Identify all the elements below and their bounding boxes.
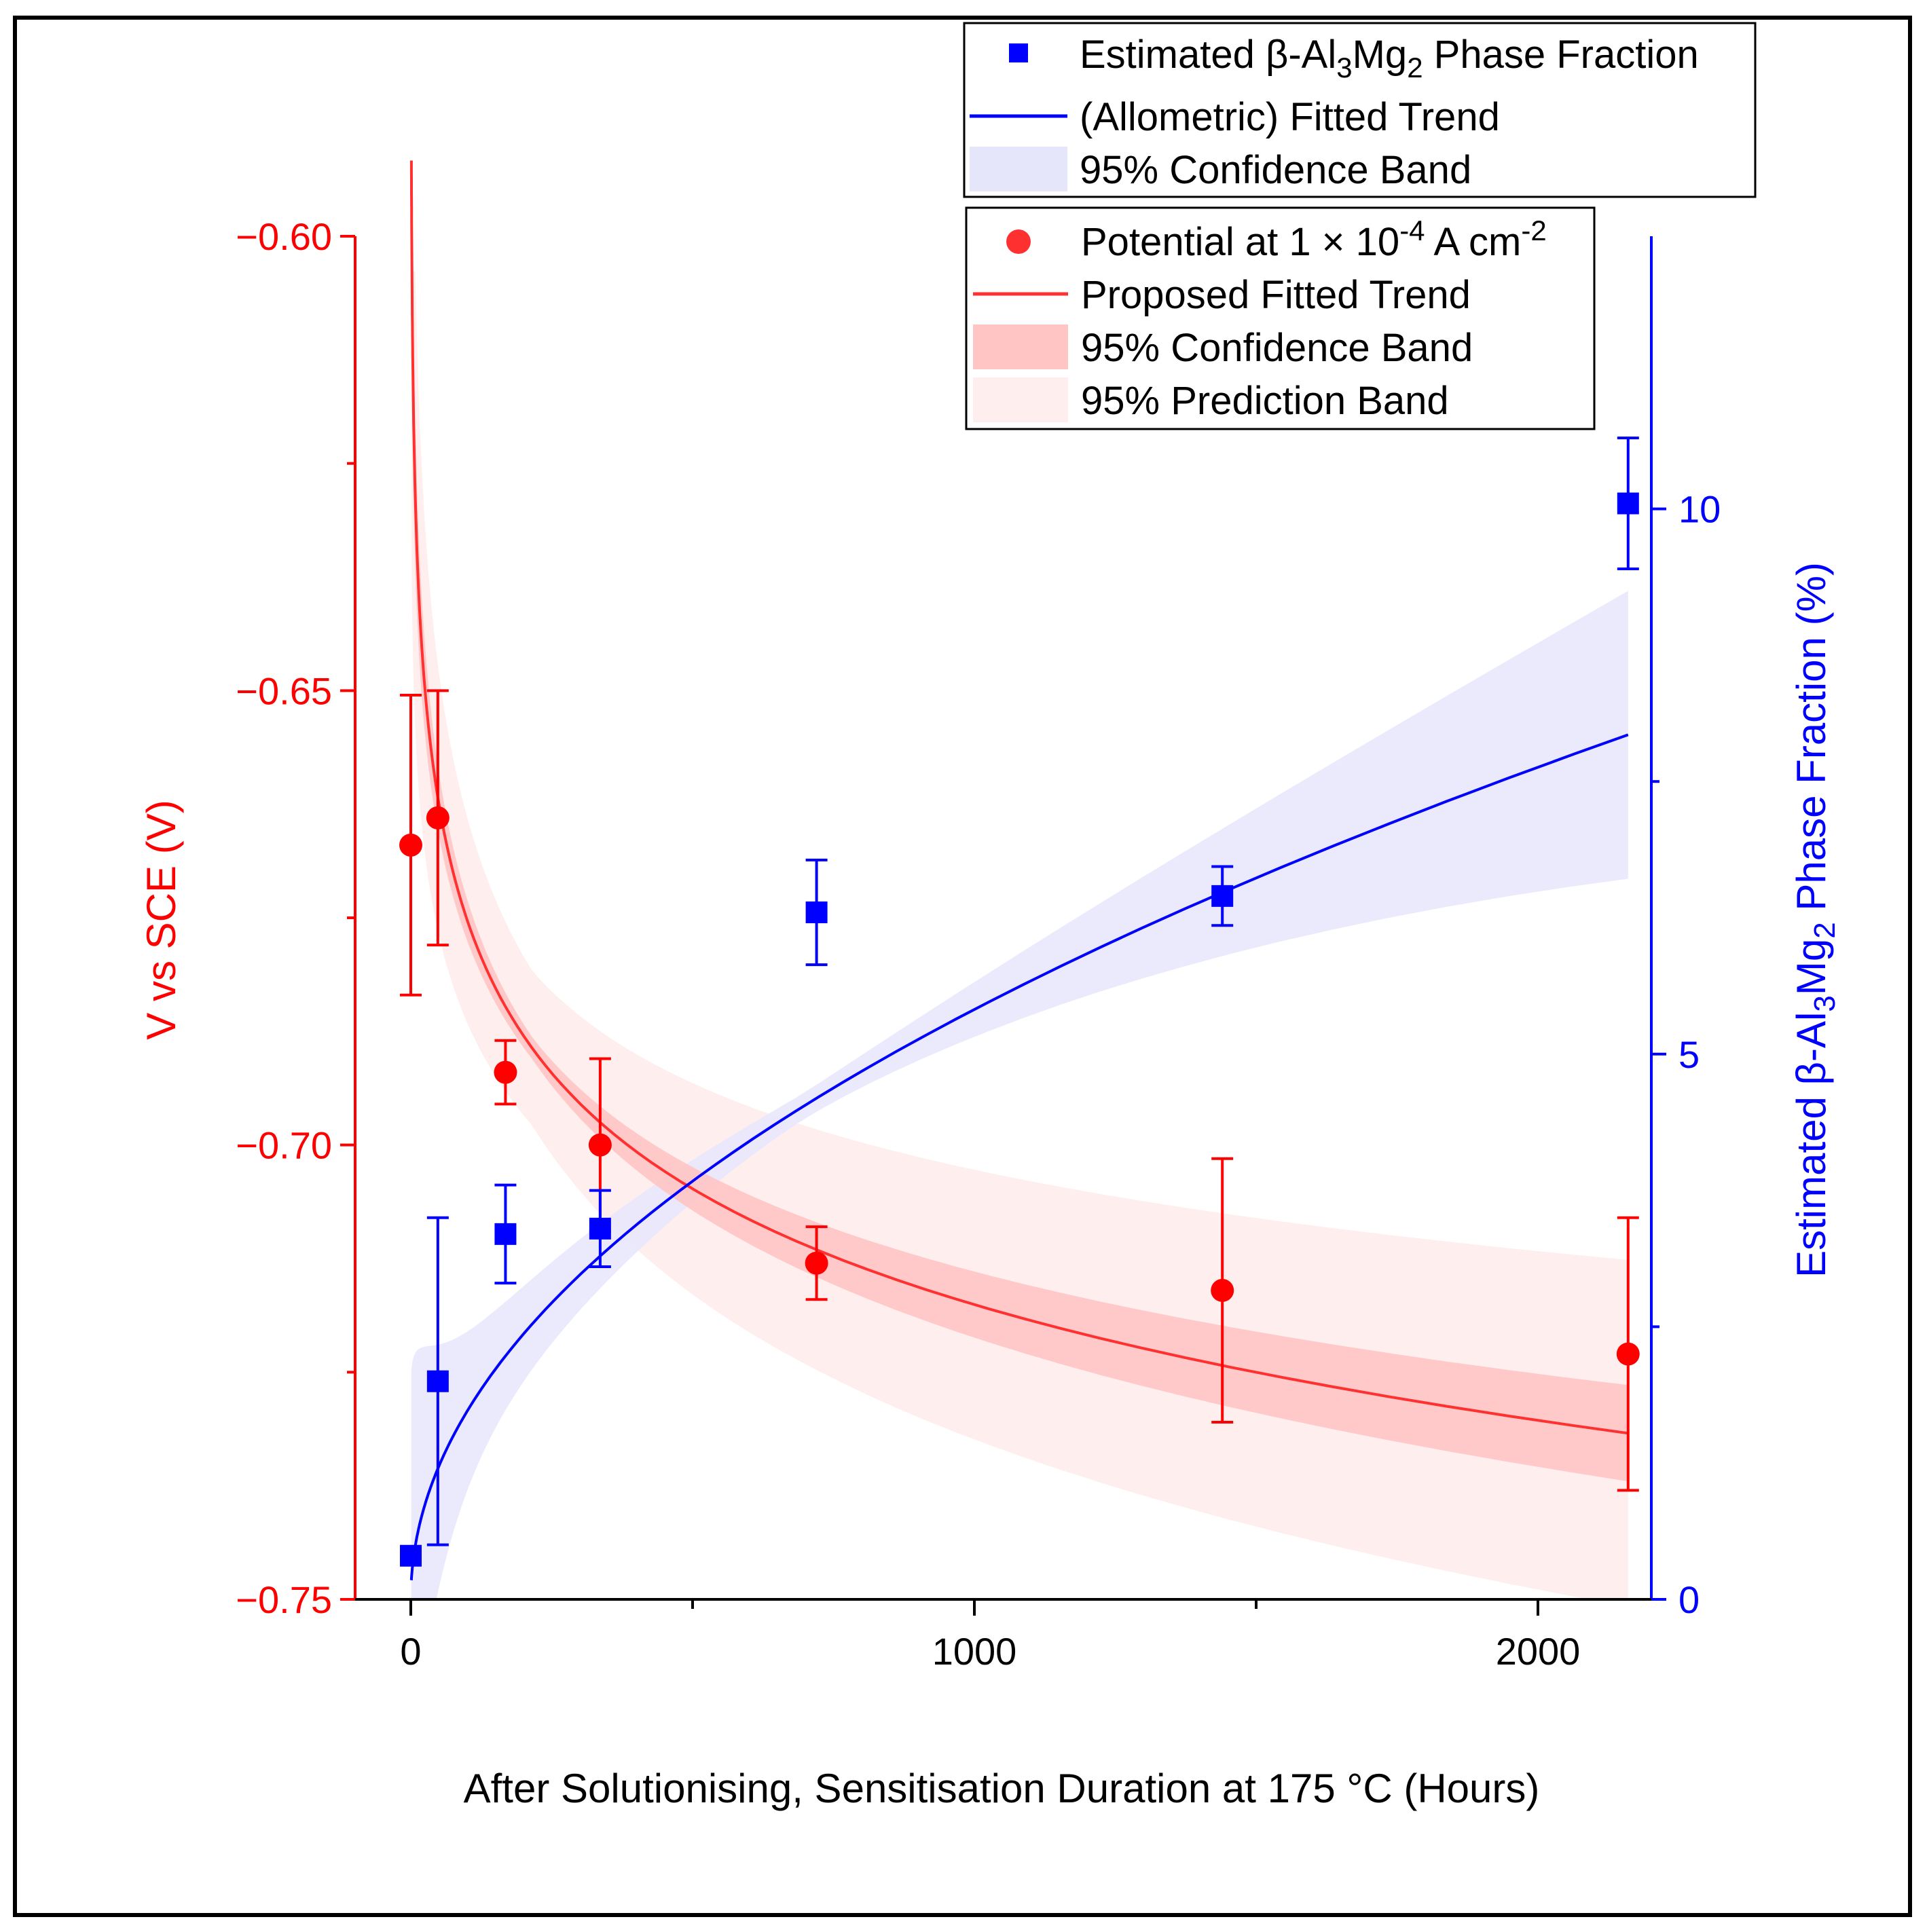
legend-blue-marker-sub2: 2	[1407, 52, 1423, 83]
y-right-tick-label-0: 0	[1678, 1578, 1700, 1621]
y-right-tick-label-1: 5	[1678, 1033, 1700, 1076]
axes-layer: 0 1000 2000 −0.60 −0.65 −0.70 −0.75 0 5 10	[236, 215, 1721, 1673]
x-axis-title: After Solutionising, Sensitisation Durat…	[464, 1766, 1540, 1811]
series-1-point-6	[1617, 492, 1639, 515]
y-right-title-suffix: Phase Fraction (%)	[1788, 562, 1834, 922]
legend-red-pred-label: 95% Prediction Band	[1081, 379, 1449, 423]
legend-blue-marker-sub1: 3	[1336, 52, 1352, 83]
legend-blue: Estimated β-Al3Mg2 Phase Fraction (Allom…	[963, 22, 1757, 198]
y-axis-left-title: V vs SCE (V)	[139, 800, 184, 1039]
y-right-title-sub1: 3	[1808, 995, 1841, 1011]
figure-frame	[13, 16, 1912, 1917]
series-0-point-1	[426, 806, 449, 830]
series-0-point-5	[1211, 1278, 1234, 1302]
y-right-title-prefix: Estimated β-Al	[1788, 1012, 1834, 1278]
series-1-point-1	[426, 1370, 449, 1392]
legend-blue-box	[963, 22, 1757, 198]
y-right-title-mid: Mg	[1788, 939, 1834, 995]
y-left-tick-label-3: −0.75	[236, 1578, 332, 1621]
y-left-tick-label-1: −0.65	[236, 669, 332, 712]
y-left-tick-label-2: −0.70	[236, 1124, 332, 1167]
legend-red-marker-mid: A cm	[1425, 220, 1522, 264]
series-0-point-6	[1616, 1342, 1640, 1366]
y-right-title-sub2: 2	[1808, 922, 1841, 938]
y-right-tick-label-2: 10	[1678, 488, 1721, 531]
y-left-tick-label-0: −0.60	[236, 215, 332, 258]
series-0-point-0	[399, 833, 422, 857]
legend-blue-band-swatch	[970, 147, 1067, 191]
series-0-point-2	[494, 1060, 517, 1084]
x-tick-label-0: 0	[400, 1630, 421, 1673]
bands-layer	[411, 272, 1628, 1599]
legend-red-circle-marker	[1006, 229, 1031, 254]
series-1-point-3	[589, 1217, 611, 1240]
data-points-layer	[399, 436, 1640, 1567]
legend-blue-marker-mid: Mg	[1353, 33, 1408, 77]
legend-red: Potential at 1 × 10-4 A cm-2 Proposed Fi…	[965, 206, 1596, 430]
series-1-point-4	[805, 901, 828, 923]
legend-red-marker-prefix: Potential at 1 × 10	[1081, 220, 1399, 264]
red-prediction-band	[411, 272, 1628, 1599]
legend-red-marker-sup2: -2	[1521, 215, 1546, 246]
legend-blue-band-label: 95% Confidence Band	[1080, 148, 1471, 192]
legend-red-marker-sup1: -4	[1399, 215, 1425, 246]
x-tick-label-2: 2000	[1496, 1630, 1581, 1673]
series-0-point-3	[588, 1133, 612, 1157]
legend-red-conf-swatch	[973, 324, 1068, 369]
series-1-point-2	[494, 1223, 517, 1245]
legend-red-box	[965, 206, 1596, 430]
series-1-point-5	[1211, 885, 1234, 907]
legend-red-pred-swatch	[973, 377, 1068, 422]
legend-red-line-label: Proposed Fitted Trend	[1081, 273, 1471, 317]
legend-blue-marker-prefix: Estimated β-Al	[1080, 33, 1336, 77]
legend-red-conf-label: 95% Confidence Band	[1081, 326, 1473, 370]
series-0-point-4	[805, 1251, 828, 1275]
legend-red-marker-label: Potential at 1 × 10-4 A cm-2	[1081, 215, 1547, 264]
legend-blue-marker-label: Estimated β-Al3Mg2 Phase Fraction	[1080, 33, 1699, 83]
x-tick-label-1: 1000	[932, 1630, 1017, 1673]
y-axis-right-title: Estimated β-Al3Mg2 Phase Fraction (%)	[1788, 562, 1841, 1278]
series-1-point-0	[400, 1544, 422, 1567]
legend-blue-line-label: (Allometric) Fitted Trend	[1080, 95, 1500, 139]
legend-blue-square-marker	[1009, 43, 1028, 62]
legend-blue-marker-suffix: Phase Fraction	[1423, 33, 1699, 77]
blue-confidence-band	[411, 591, 1628, 1599]
